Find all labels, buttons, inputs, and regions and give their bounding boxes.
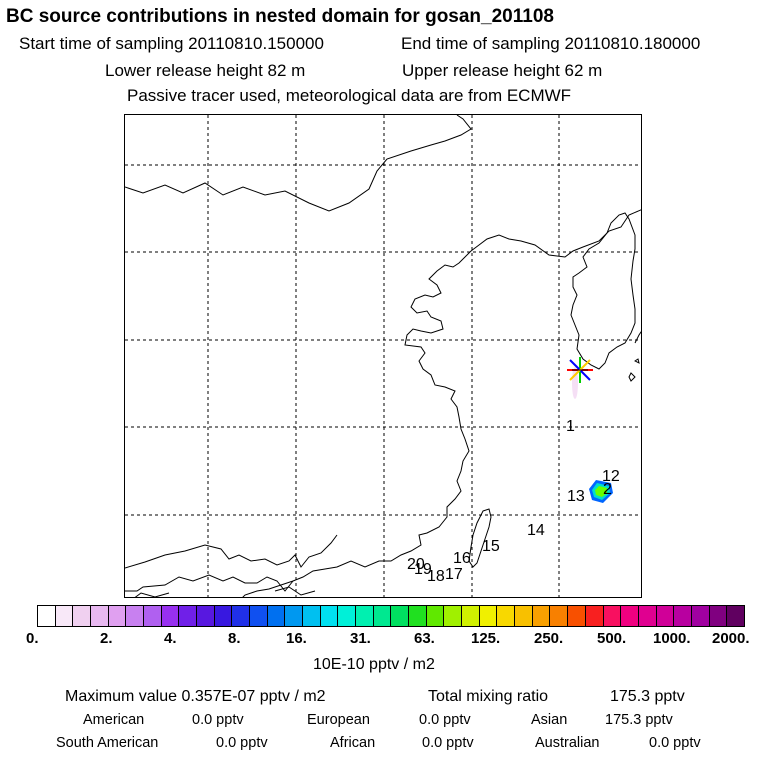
trajectory-label: 17 — [445, 566, 463, 583]
colorbar-swatch — [391, 606, 410, 626]
colorbar-tick: 4. — [164, 630, 177, 647]
colorbar — [37, 605, 745, 627]
lower-release-label: Lower release height 82 m — [105, 61, 306, 80]
colorbar-tick: 31. — [350, 630, 371, 647]
grid-lines — [125, 115, 641, 597]
region-value: 0.0 pptv — [192, 712, 244, 728]
trajectory-label: 16 — [453, 550, 471, 567]
end-time-label: End time of sampling 20110810.180000 — [401, 34, 701, 53]
colorbar-swatch — [550, 606, 569, 626]
colorbar-swatch — [356, 606, 374, 626]
trajectory-label: 1 — [566, 418, 575, 435]
colorbar-swatch — [691, 606, 710, 626]
colorbar-swatch — [515, 606, 533, 626]
colorbar-swatch — [108, 606, 127, 626]
colorbar-swatch — [568, 606, 586, 626]
plume — [572, 367, 613, 503]
region-value: 0.0 pptv — [422, 735, 474, 751]
colorbar-tick: 2000. — [712, 630, 750, 647]
colorbar-swatch — [161, 606, 180, 626]
colorbar-swatch — [497, 606, 516, 626]
trajectory-label: 14 — [527, 522, 545, 539]
trajectory-label: 15 — [482, 538, 500, 555]
colorbar-tick: 2. — [100, 630, 113, 647]
trajectory-label: 20 — [407, 556, 425, 573]
page-title: BC source contributions in nested domain… — [6, 6, 554, 27]
trajectory-label: 13 — [567, 488, 585, 505]
total-mixing-value: 175.3 pptv — [610, 688, 685, 705]
tracer-note: Passive tracer used, meteorological data… — [127, 86, 572, 105]
colorbar-swatch — [303, 606, 321, 626]
coastlines — [125, 115, 641, 597]
colorbar-swatch — [55, 606, 74, 626]
max-value-label: Maximum value 0.357E-07 pptv / m2 — [65, 688, 326, 705]
colorbar-swatch — [285, 606, 304, 626]
region-name: European — [307, 712, 370, 728]
region-value: 0.0 pptv — [419, 712, 471, 728]
upper-release-label: Upper release height 62 m — [402, 61, 603, 80]
colorbar-swatch — [126, 606, 145, 626]
colorbar-swatch — [532, 606, 551, 626]
colorbar-swatch — [38, 606, 56, 626]
region-name: American — [83, 712, 145, 728]
colorbar-swatch — [727, 606, 744, 626]
colorbar-tick: 16. — [286, 630, 307, 647]
colorbar-tick: 125. — [471, 630, 501, 647]
colorbar-swatch — [267, 606, 286, 626]
region-name: African — [330, 735, 376, 751]
region-value: 0.0 pptv — [216, 735, 268, 751]
colorbar-swatch — [250, 606, 268, 626]
colorbar-tick: 8. — [228, 630, 241, 647]
colorbar-swatch — [603, 606, 622, 626]
site-star-icon — [567, 357, 593, 383]
trajectory-label: 12 — [602, 468, 620, 485]
colorbar-tick: 500. — [597, 630, 627, 647]
colorbar-swatch — [462, 606, 480, 626]
colorbar-swatch — [638, 606, 657, 626]
colorbar-swatch — [426, 606, 445, 626]
colorbar-swatch — [373, 606, 392, 626]
colorbar-swatch — [479, 606, 498, 626]
start-time-label: Start time of sampling 20110810.150000 — [19, 34, 324, 53]
map-canvas — [125, 115, 641, 597]
colorbar-swatch — [214, 606, 233, 626]
colorbar-tick: 250. — [534, 630, 564, 647]
colorbar-unit: 10E-10 pptv / m2 — [313, 656, 435, 673]
region-value: 175.3 pptv — [605, 712, 673, 728]
colorbar-swatch — [73, 606, 92, 626]
colorbar-swatch — [621, 606, 639, 626]
colorbar-swatch — [197, 606, 215, 626]
region-name: South American — [56, 735, 159, 751]
trajectory-label: 19 — [414, 561, 432, 578]
region-value: 0.0 pptv — [649, 735, 701, 751]
colorbar-swatch — [338, 606, 357, 626]
colorbar-swatch — [709, 606, 728, 626]
total-mixing-label: Total mixing ratio — [428, 688, 549, 705]
trajectory-label: 18 — [427, 568, 445, 585]
colorbar-swatch — [585, 606, 604, 626]
colorbar-swatch — [674, 606, 692, 626]
colorbar-tick: 0. — [26, 630, 39, 647]
colorbar-swatch — [232, 606, 251, 626]
colorbar-swatch — [444, 606, 463, 626]
colorbar-swatch — [409, 606, 427, 626]
trajectory-label: 2 — [603, 481, 612, 498]
map-panel: 1 12 2 13 14 15 16 17 18 19 20 — [124, 114, 642, 598]
colorbar-swatch — [91, 606, 109, 626]
colorbar-swatch — [179, 606, 198, 626]
colorbar-tick: 63. — [414, 630, 435, 647]
colorbar-swatch — [144, 606, 162, 626]
colorbar-tick: 1000. — [653, 630, 691, 647]
region-name: Asian — [531, 712, 568, 728]
colorbar-swatch — [656, 606, 675, 626]
region-name: Australian — [535, 735, 600, 751]
colorbar-swatch — [320, 606, 339, 626]
